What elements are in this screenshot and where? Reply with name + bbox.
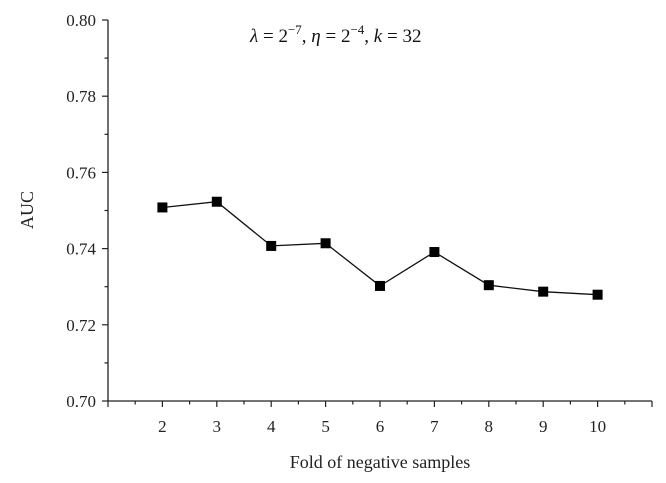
plot-area xyxy=(107,20,652,402)
y-axis-label: AUC xyxy=(17,191,37,229)
series-line xyxy=(162,201,598,296)
y-axis-ticks: 0.70 0.72 0.74 0.76 0.78 0.80 xyxy=(66,11,108,411)
data-point xyxy=(538,286,549,297)
x-tick-label: 6 xyxy=(376,417,385,436)
data-point xyxy=(483,280,494,291)
x-tick-label: 8 xyxy=(485,417,494,436)
y-tick-label: 0.70 xyxy=(66,392,96,411)
x-tick-label: 7 xyxy=(430,417,439,436)
y-tick-label: 0.72 xyxy=(66,316,96,335)
y-tick-label: 0.74 xyxy=(66,240,96,259)
x-tick-label: 4 xyxy=(267,417,276,436)
data-point xyxy=(592,289,603,300)
data-point xyxy=(211,196,222,207)
y-tick-label: 0.80 xyxy=(66,11,96,30)
x-tick-label: 3 xyxy=(213,417,222,436)
series-group xyxy=(157,196,603,300)
x-tick-label: 5 xyxy=(321,417,330,436)
x-tick-label: 10 xyxy=(589,417,606,436)
data-point xyxy=(320,238,331,249)
y-tick-label: 0.78 xyxy=(66,87,96,106)
data-point xyxy=(157,202,168,213)
data-point xyxy=(375,280,385,291)
data-point xyxy=(266,240,277,251)
x-tick-label: 9 xyxy=(539,417,548,436)
x-axis-label: Fold of negative samples xyxy=(290,452,470,472)
x-axis-ticks: 2 3 4 5 6 7 8 9 10 xyxy=(107,401,653,436)
parameter-annotation: λ = 2−7, η = 2−4, k = 32 xyxy=(249,22,421,47)
data-point xyxy=(429,247,440,258)
y-tick-label: 0.76 xyxy=(66,163,96,182)
x-tick-label: 2 xyxy=(158,417,167,436)
